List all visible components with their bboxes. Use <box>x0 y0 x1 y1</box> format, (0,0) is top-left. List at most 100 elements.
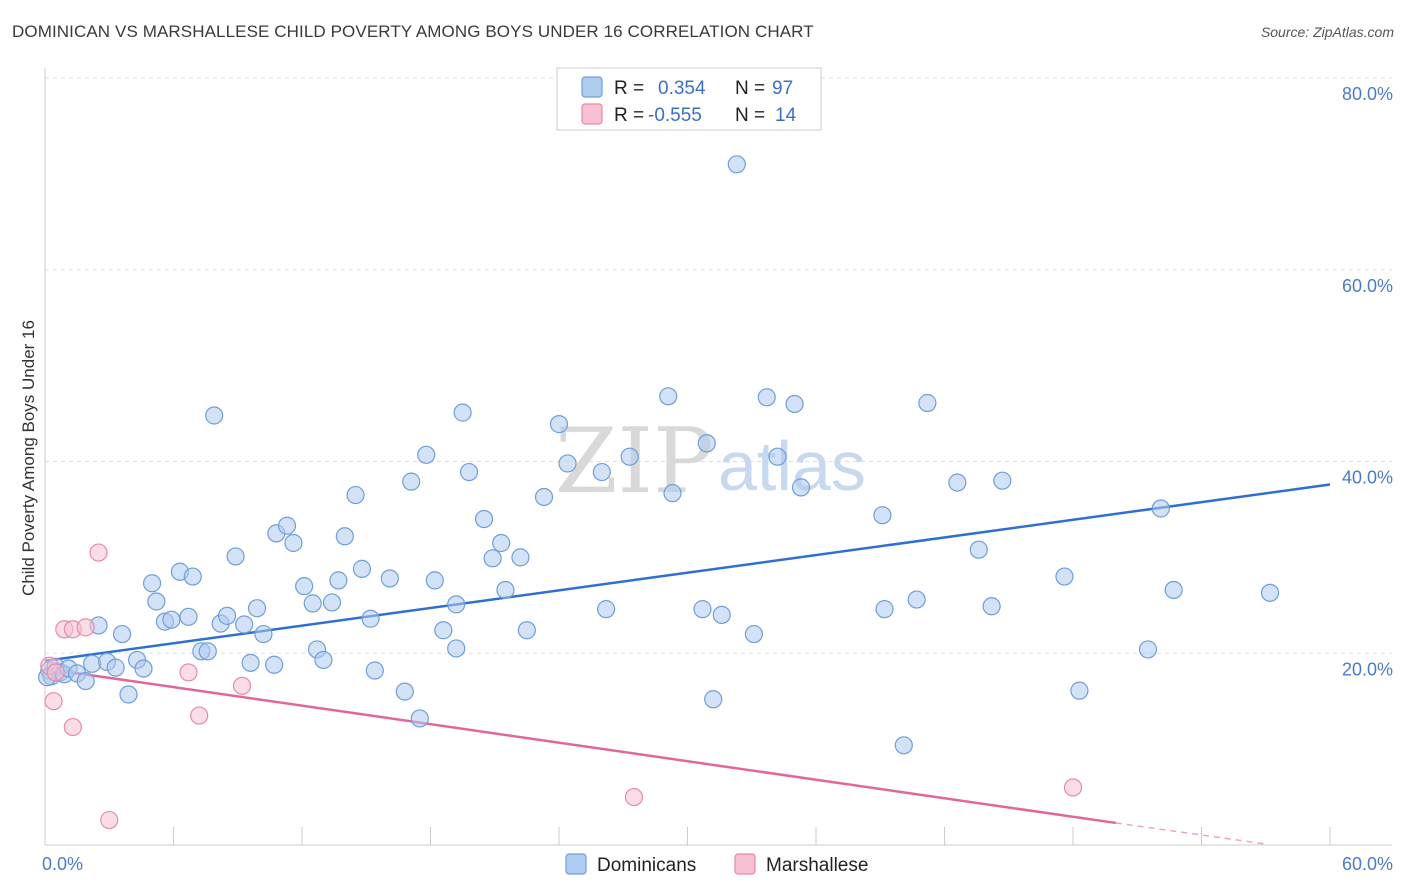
trend-lines <box>44 483 1331 845</box>
marshallese-point-8 <box>179 663 198 682</box>
dominican-point-64 <box>517 621 536 640</box>
dominican-point-72 <box>663 484 682 503</box>
dominican-point-29 <box>235 615 254 634</box>
dominican-point-36 <box>284 533 303 553</box>
dominican-point-69 <box>597 600 616 619</box>
dominican-point-86 <box>907 590 926 609</box>
dominican-point-95 <box>1151 499 1170 518</box>
dominican-point-37 <box>295 577 314 596</box>
dominican-point-62 <box>496 580 515 600</box>
chart-title: DOMINICAN VS MARSHALLESE CHILD POVERTY A… <box>12 22 814 41</box>
legend-n-label-1: N = <box>735 78 765 99</box>
dominican-point-87 <box>918 393 937 413</box>
dominican-point-73 <box>693 600 712 619</box>
dominican-point-67 <box>558 454 577 473</box>
dominican-point-35 <box>277 516 297 535</box>
dominican-point-53 <box>425 571 444 590</box>
dominican-point-93 <box>1055 567 1074 586</box>
axes <box>44 68 1392 846</box>
dominican-point-52 <box>417 445 436 464</box>
dominican-point-70 <box>620 447 639 466</box>
dominican-point-16 <box>142 574 162 593</box>
dominican-point-57 <box>453 403 472 422</box>
dominican-point-68 <box>592 462 611 482</box>
marshallese-point-1 <box>44 692 63 711</box>
dominican-point-48 <box>380 569 399 588</box>
dominican-point-63 <box>511 548 530 567</box>
dominican-point-24 <box>198 642 217 661</box>
legend-n-value-2: 14 <box>775 105 797 126</box>
dominican-point-30 <box>241 653 260 672</box>
dominican-point-82 <box>791 478 811 497</box>
legend-r-label-2: R = <box>614 105 644 126</box>
dominican-point-25 <box>205 406 224 425</box>
legend-n-label-2: N = <box>735 105 765 126</box>
legend-r-label-1: R = <box>614 78 644 99</box>
dominican-point-91 <box>993 471 1012 490</box>
dominican-point-77 <box>727 155 746 174</box>
dominican-point-8 <box>83 654 102 673</box>
dominican-point-12 <box>112 624 132 644</box>
dominican-point-42 <box>329 571 348 590</box>
dominican-point-55 <box>447 595 466 614</box>
legend-r-value-2: -0.555 <box>648 105 702 126</box>
stats-legend: R = 0.354 N = 97 R = -0.555 N = 14 <box>556 67 822 131</box>
y-tick-label-2: 60.0% <box>1342 276 1393 296</box>
y-tick-label-1: 40.0% <box>1342 468 1393 488</box>
watermark-atlas: atlas <box>718 427 866 505</box>
dominican-point-46 <box>361 609 380 628</box>
dominican-point-19 <box>162 610 181 629</box>
data-points <box>38 155 1280 830</box>
dominican-point-15 <box>134 659 153 678</box>
dominican-point-65 <box>534 487 554 507</box>
dominican-point-60 <box>483 549 502 568</box>
dominican-point-80 <box>768 447 787 466</box>
y-tick-label-0: 20.0% <box>1342 659 1393 679</box>
dominican-point-76 <box>712 605 731 625</box>
marshallese-point-13 <box>46 663 65 682</box>
dominican-point-7 <box>76 671 95 691</box>
dominican-point-27 <box>217 606 237 625</box>
dominican-point-49 <box>395 682 414 701</box>
dominican-point-43 <box>335 527 354 546</box>
marshallese-point-7 <box>100 810 119 830</box>
x-tick-label-0: 0.0% <box>42 854 83 874</box>
dominican-point-89 <box>969 540 988 559</box>
dominican-point-33 <box>265 655 284 674</box>
marshallese-trend-line <box>44 667 1117 825</box>
marshallese-point-10 <box>232 676 252 695</box>
dominican-point-31 <box>247 599 267 618</box>
dominican-point-96 <box>1164 580 1183 600</box>
dominican-point-21 <box>179 607 198 626</box>
dominican-point-13 <box>119 685 138 704</box>
legend-r-value-1: 0.354 <box>658 78 706 99</box>
dominican-point-45 <box>352 559 372 578</box>
dominican-point-85 <box>894 736 913 755</box>
dominican-point-94 <box>1138 640 1158 659</box>
marshallese-point-11 <box>624 787 644 807</box>
legend-swatch-blue <box>581 76 603 98</box>
dominican-point-90 <box>982 597 1001 616</box>
dominican-point-44 <box>346 485 365 505</box>
dominican-point-97 <box>1260 583 1280 602</box>
series-swatch-marshallese <box>734 853 756 875</box>
dominican-point-74 <box>697 434 716 453</box>
tick-labels: 20.0% 40.0% 60.0% 80.0% 0.0% 60.0% <box>42 84 1393 874</box>
dominican-point-59 <box>474 509 494 529</box>
y-axis-label: Child Poverty Among Boys Under 16 <box>19 320 38 596</box>
y-tick-label-3: 80.0% <box>1342 84 1393 104</box>
marshallese-trend-extension <box>1115 822 1266 845</box>
marshallese-point-12 <box>1063 778 1083 797</box>
dominican-point-38 <box>303 594 322 613</box>
dominican-point-78 <box>744 624 763 644</box>
dominican-point-17 <box>147 592 166 611</box>
dominican-point-22 <box>183 567 202 586</box>
dominican-point-50 <box>402 472 421 491</box>
marshallese-point-5 <box>76 618 95 637</box>
dominican-point-66 <box>549 415 569 434</box>
watermark: ZIP atlas <box>555 409 866 514</box>
dominican-point-28 <box>226 547 245 566</box>
legend-n-value-1: 97 <box>772 78 793 99</box>
dominican-point-81 <box>785 394 804 414</box>
